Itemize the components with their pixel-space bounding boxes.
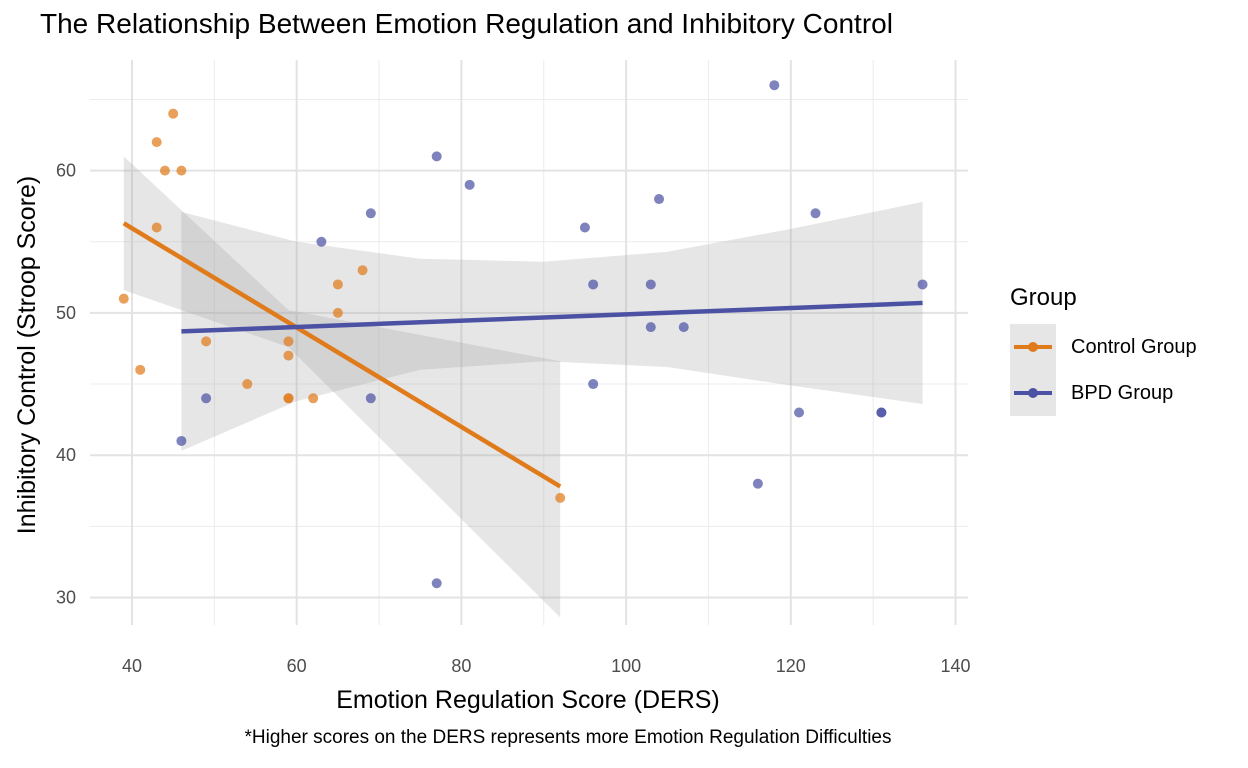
x-tick-label: 100 xyxy=(611,656,641,676)
data-point xyxy=(201,336,212,347)
legend-key-bpd xyxy=(1010,370,1056,416)
y-tick-label: 40 xyxy=(56,445,76,465)
data-point xyxy=(151,222,162,233)
legend-label-control: Control Group xyxy=(1071,335,1197,358)
chart-title: The Relationship Between Emotion Regulat… xyxy=(40,8,893,39)
data-point xyxy=(201,393,212,404)
legend-item-bpd: BPD Group xyxy=(1010,370,1197,416)
legend-dot-control xyxy=(1028,342,1038,352)
data-point xyxy=(283,336,294,347)
data-point xyxy=(645,279,656,290)
data-point xyxy=(168,108,179,119)
x-axis-title: Emotion Regulation Score (DERS) xyxy=(336,686,720,714)
x-tick-label: 140 xyxy=(940,656,970,676)
data-point xyxy=(118,293,129,304)
data-point xyxy=(332,279,343,290)
x-tick-labels: 40 60 80 100 120 140 xyxy=(122,656,971,676)
x-tick-label: 120 xyxy=(776,656,806,676)
y-tick-label: 50 xyxy=(56,303,76,323)
data-point xyxy=(645,322,656,333)
legend-title: Group xyxy=(1010,284,1077,311)
x-tick-label: 60 xyxy=(287,656,307,676)
data-point xyxy=(752,478,763,489)
grid-minor xyxy=(90,60,968,625)
data-point xyxy=(283,350,294,361)
data-point xyxy=(588,279,599,290)
data-point xyxy=(365,208,376,219)
data-point xyxy=(316,236,327,247)
data-point xyxy=(876,407,887,418)
legend-key-control xyxy=(1010,324,1056,370)
data-point xyxy=(308,393,319,404)
data-points xyxy=(118,80,928,589)
data-point xyxy=(176,435,187,446)
fit-lines xyxy=(122,221,923,489)
data-point xyxy=(357,265,368,276)
x-tick-label: 40 xyxy=(122,656,142,676)
data-point xyxy=(588,379,599,390)
data-point xyxy=(654,194,665,205)
fit-line xyxy=(181,300,923,334)
data-point xyxy=(769,80,780,91)
y-tick-labels: 30 40 50 60 xyxy=(56,161,76,608)
data-point xyxy=(135,364,146,375)
data-point xyxy=(810,208,821,219)
data-point xyxy=(464,179,475,190)
data-point xyxy=(794,407,805,418)
y-tick-label: 60 xyxy=(56,161,76,181)
legend-dot-bpd xyxy=(1028,388,1038,398)
data-point xyxy=(332,307,343,318)
data-point xyxy=(431,578,442,589)
legend-label-bpd: BPD Group xyxy=(1071,381,1174,404)
fit-line xyxy=(122,221,562,489)
legend-item-control: Control Group xyxy=(1010,324,1197,370)
confidence-bands xyxy=(123,156,923,618)
confidence-band xyxy=(123,156,561,618)
y-tick-label: 30 xyxy=(56,588,76,608)
data-point xyxy=(579,222,590,233)
legend: Group Control Group BPD Group xyxy=(1010,284,1197,416)
data-point xyxy=(176,165,187,176)
grid-major xyxy=(90,60,968,625)
data-point xyxy=(151,137,162,148)
data-point xyxy=(365,393,376,404)
y-axis-title: Inhibitory Control (Stroop Score) xyxy=(13,176,41,534)
data-point xyxy=(917,279,928,290)
data-point xyxy=(159,165,170,176)
data-point xyxy=(555,492,566,503)
data-point xyxy=(283,393,294,404)
data-point xyxy=(431,151,442,162)
confidence-band xyxy=(181,201,923,451)
chart-caption: *Higher scores on the DERS represents mo… xyxy=(244,727,892,748)
data-point xyxy=(678,322,689,333)
x-tick-label: 80 xyxy=(451,656,471,676)
data-point xyxy=(242,379,253,390)
